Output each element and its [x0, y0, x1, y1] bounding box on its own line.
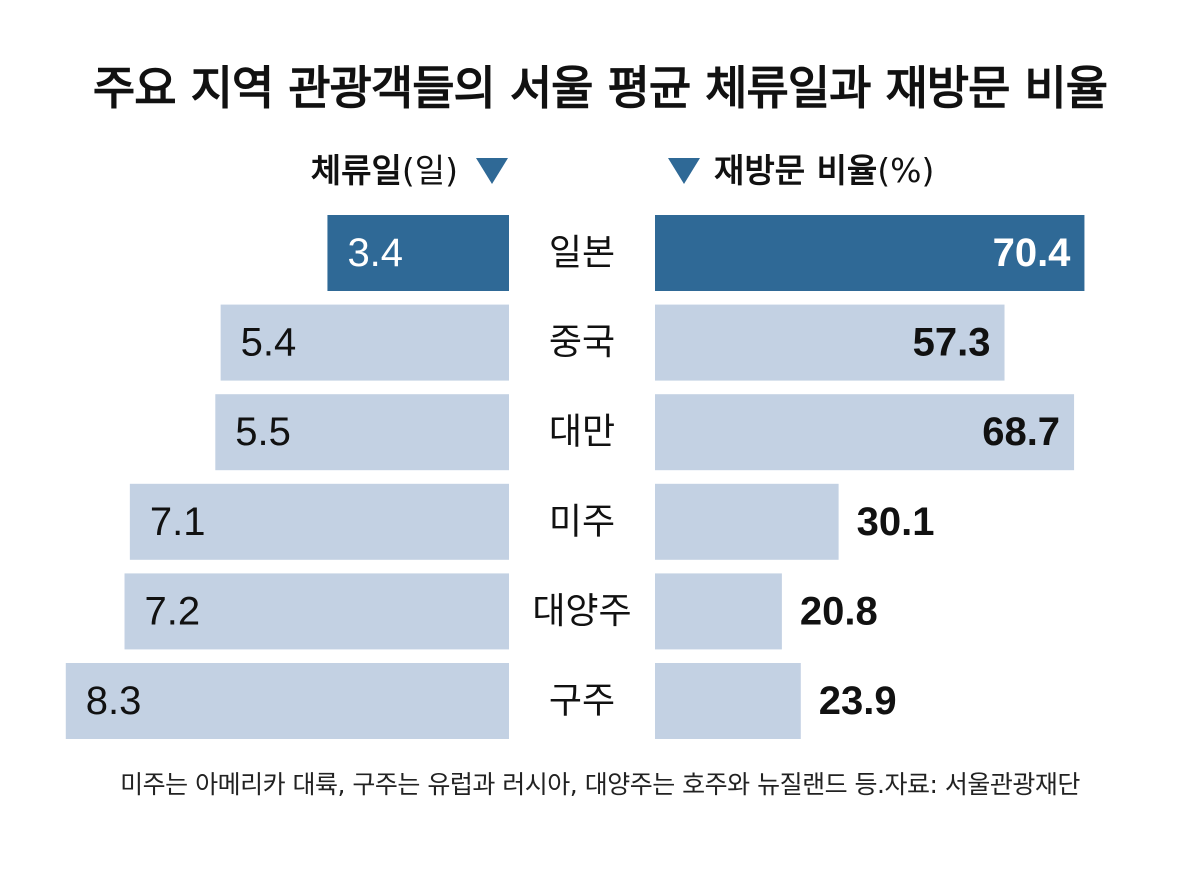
- revisit-rate-bar: [655, 573, 782, 650]
- triangle-down-icon: [668, 158, 700, 184]
- stay-days-value-label: 3.4: [347, 231, 403, 275]
- revisit-rate-value-label: 68.7: [982, 410, 1060, 454]
- revisit-rate-bar: [655, 663, 801, 739]
- category-label: 대만: [549, 412, 615, 453]
- triangle-down-icon: [476, 158, 508, 184]
- stay-days-bar: [129, 483, 510, 560]
- revisit-rate-value-label: 57.3: [913, 321, 991, 365]
- stay-days-value-label: 5.4: [241, 321, 297, 365]
- stay-days-bar: [124, 573, 510, 650]
- revisit-rate-value-label: 70.4: [993, 231, 1072, 275]
- stay-days-value-label: 8.3: [86, 679, 142, 723]
- legend-stay-days: 체류일 (일): [311, 148, 508, 194]
- stay-days-bar: [65, 663, 509, 739]
- revisit-rate-value-label: 20.8: [800, 589, 878, 633]
- category-label: 미주: [549, 501, 615, 542]
- stay-days-bar: [327, 215, 509, 291]
- legend-stay-days-unit: (일): [401, 151, 458, 190]
- legend-revisit-rate: 재방문 비율 (%): [668, 148, 934, 194]
- stay-days-bar: [215, 394, 510, 471]
- category-label: 중국: [549, 322, 615, 363]
- legend-revisit-rate-label: 재방문 비율: [714, 151, 878, 190]
- chart-title: 주요 지역 관광객들의 서울 평균 체류일과 재방문 비율: [92, 61, 1108, 115]
- category-label: 대양주: [532, 591, 631, 632]
- legend-stay-days-label: 체류일: [310, 151, 402, 190]
- source-note: 미주는 아메리카 대륙, 구주는 유럽과 러시아, 대양주는 호주와 뉴질랜드 …: [120, 770, 1080, 799]
- revisit-rate-bar: [655, 215, 1085, 291]
- stay-days-bar: [220, 304, 509, 381]
- stay-days-value-label: 5.5: [235, 410, 291, 454]
- stay-days-value-label: 7.2: [145, 589, 201, 633]
- revisit-rate-bar: [655, 394, 1075, 471]
- revisit-rate-value-label: 23.9: [819, 679, 897, 723]
- category-label: 일본: [549, 233, 615, 274]
- legend-revisit-rate-unit: (%): [877, 151, 935, 190]
- category-label: 구주: [549, 681, 615, 722]
- revisit-rate-bar: [655, 304, 1005, 381]
- revisit-rate-bar: [655, 483, 839, 560]
- revisit-rate-value-label: 30.1: [857, 500, 935, 544]
- stay-days-value-label: 7.1: [150, 500, 206, 544]
